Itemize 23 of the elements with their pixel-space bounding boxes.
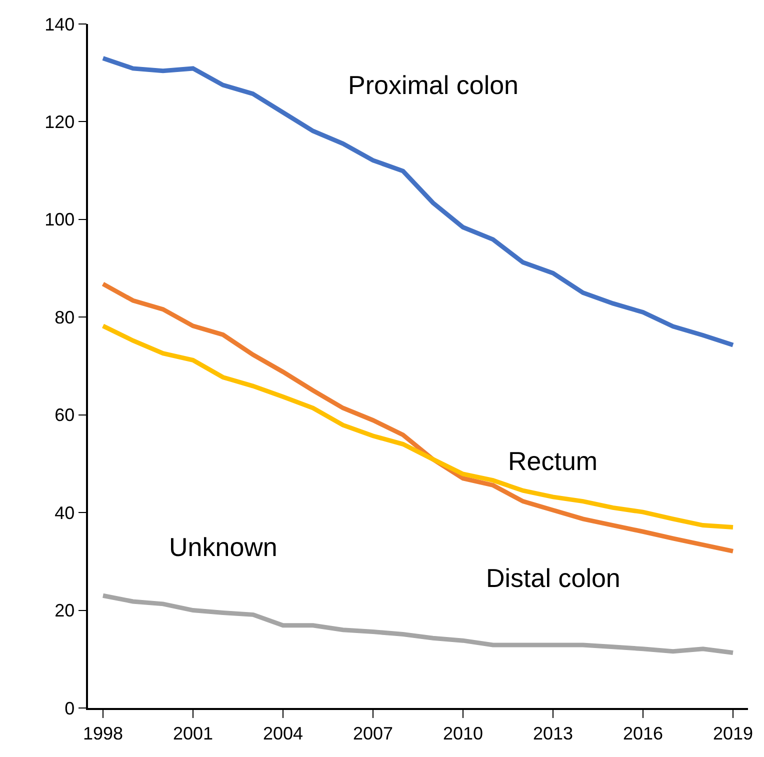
y-tick-label: 20 [54,600,75,621]
y-tick-label: 40 [54,502,75,523]
y-tick-label: 140 [44,14,75,34]
y-tick-label: 80 [54,307,75,328]
series-label: Proximal colon [348,70,519,100]
series-label: Unknown [169,532,278,562]
x-tick-label: 2013 [532,723,574,744]
x-tick-label: 2010 [442,723,484,744]
x-tick-label: 1998 [82,723,124,744]
line-series [100,324,736,530]
series-label: Rectum [508,446,598,476]
x-tick-label: 2004 [262,723,304,744]
x-tick-label: 2001 [172,723,214,744]
line-series [100,56,736,348]
y-tick-label: 100 [44,210,75,230]
x-tick-label: 2019 [712,723,754,744]
series-label: Distal colon [486,563,620,593]
x-tick-label: 2007 [352,723,394,744]
line-series [100,593,736,656]
y-tick-label: 0 [64,698,75,718]
x-tick-label: 2016 [622,723,664,744]
y-tick-label: 60 [54,405,75,426]
y-tick-label: 120 [44,112,75,132]
